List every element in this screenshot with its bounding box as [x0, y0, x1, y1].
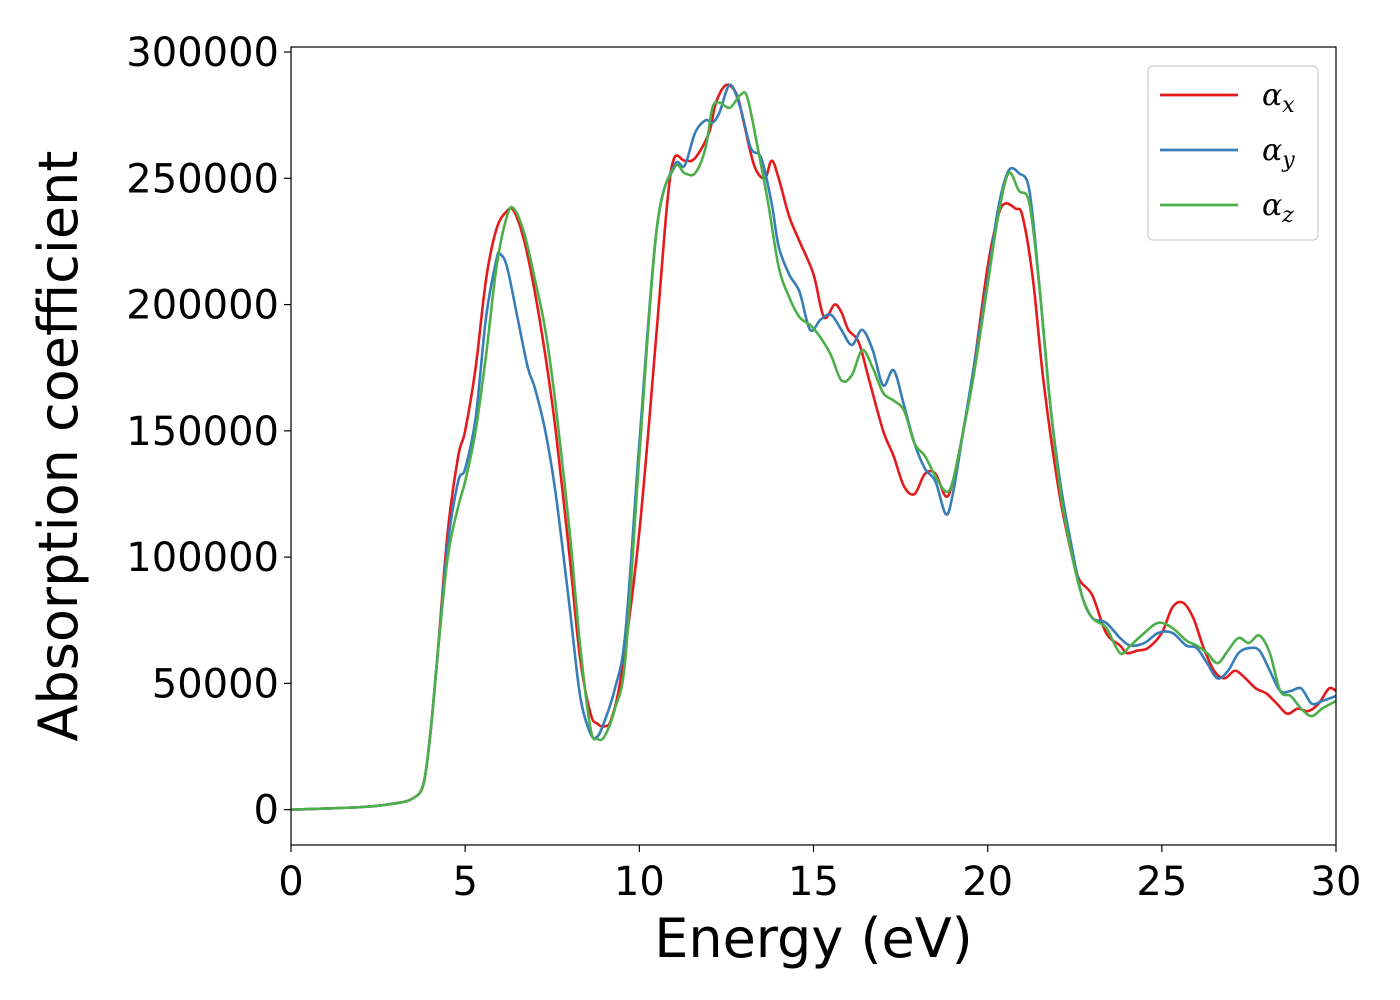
x-tick-label: 0: [278, 859, 303, 905]
y-ticks: 0 50000 100000 150000 200000 250000 300000: [126, 30, 291, 834]
legend-box: [1147, 65, 1319, 241]
series-line-z: [291, 91, 1336, 811]
x-tick-label: 5: [452, 859, 477, 905]
x-tick-label: 10: [614, 859, 665, 905]
y-tick-label: 300000: [126, 30, 279, 76]
series-layer: [291, 83, 1336, 811]
x-axis-title: Energy (eV): [654, 907, 973, 970]
x-tick-label: 25: [1136, 859, 1187, 905]
y-tick-label: 250000: [126, 156, 279, 202]
y-tick-label: 200000: [126, 283, 279, 329]
y-tick-label: 0: [254, 788, 279, 834]
y-tick-label: 50000: [152, 661, 279, 707]
legend-label-x: αx: [1262, 78, 1295, 118]
series-line-x: [291, 83, 1336, 811]
legend-label-z: αz: [1262, 188, 1294, 228]
y-tick-label: 100000: [126, 535, 279, 581]
legend-label-y: αy: [1262, 133, 1295, 173]
legend: αx αy αz: [1147, 65, 1319, 241]
x-tick-label: 20: [962, 859, 1013, 905]
x-tick-label: 15: [788, 859, 839, 905]
y-axis-title: Absorption coefficient: [27, 151, 90, 742]
y-tick-label: 150000: [126, 409, 279, 455]
x-tick-label: 30: [1311, 859, 1362, 905]
series-line-y: [291, 83, 1336, 811]
x-ticks: 0 5 10 15 20 25 30: [278, 845, 1361, 905]
